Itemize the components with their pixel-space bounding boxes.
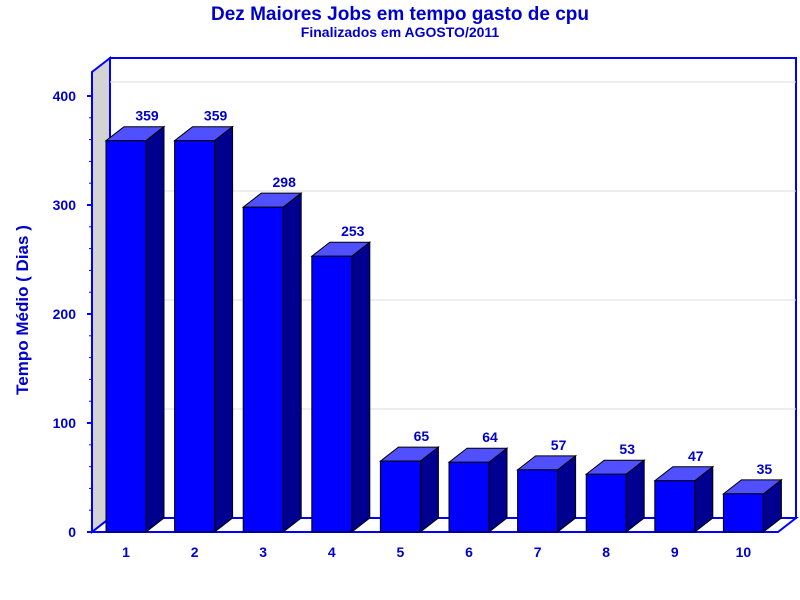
- x-tick-label: 8: [602, 544, 610, 560]
- data-label: 65: [414, 428, 430, 444]
- bar-front: [105, 140, 147, 533]
- data-label: 359: [135, 108, 159, 124]
- bar: 64: [447, 429, 509, 534]
- y-tick-label: 200: [53, 306, 77, 322]
- bar-front: [585, 473, 627, 533]
- bar-front: [242, 206, 284, 533]
- bar-side: [214, 125, 234, 534]
- bar: 65: [378, 428, 440, 534]
- data-label: 35: [757, 461, 773, 477]
- data-label: 57: [551, 437, 567, 453]
- y-tick-label: 300: [53, 197, 77, 213]
- x-tick-label: 3: [259, 544, 267, 560]
- data-label: 359: [204, 108, 228, 124]
- x-tick-label: 7: [534, 544, 542, 560]
- bar-side: [351, 241, 371, 534]
- bar: 298: [241, 174, 303, 534]
- data-label: 47: [688, 448, 704, 464]
- bar-front: [654, 480, 696, 533]
- x-axis-ticks: 1 2 3 4 5 6 7 8 9 10: [122, 544, 751, 560]
- x-tick-label: 6: [465, 544, 473, 560]
- bar-front: [517, 469, 559, 533]
- data-label: 298: [273, 174, 297, 190]
- data-label: 53: [619, 441, 635, 457]
- y-tick-label: 100: [53, 415, 77, 431]
- bar-side: [419, 446, 439, 534]
- data-label: 253: [341, 223, 365, 239]
- bar-front: [311, 255, 353, 533]
- bar-front: [379, 460, 421, 533]
- bar-front: [722, 493, 764, 533]
- x-tick-label: 10: [736, 544, 752, 560]
- data-label: 64: [482, 429, 498, 445]
- x-tick-label: 9: [671, 544, 679, 560]
- bar: 57: [516, 437, 578, 534]
- x-tick-label: 2: [191, 544, 199, 560]
- bar: 359: [104, 108, 166, 534]
- y-tick-label: 0: [68, 524, 76, 540]
- bar: 253: [310, 223, 372, 534]
- bar-side: [557, 454, 577, 534]
- bar-front: [174, 140, 216, 533]
- bar: 359: [173, 108, 235, 534]
- bars: 359 359 298 253 65 64 57 53 47 35: [104, 108, 783, 534]
- x-tick-label: 4: [328, 544, 336, 560]
- bar: 53: [584, 441, 646, 534]
- bar-side: [145, 125, 165, 534]
- bar-side: [488, 447, 508, 534]
- y-axis-label: Tempo Médio ( Dias ): [13, 225, 32, 395]
- chart-subtitle: Finalizados em AGOSTO/2011: [301, 24, 500, 40]
- bar: 47: [653, 448, 715, 534]
- bar-side: [282, 192, 302, 534]
- y-tick-label: 400: [53, 88, 77, 104]
- chart-title: Dez Maiores Jobs em tempo gasto de cpu: [211, 4, 589, 25]
- bar-front: [448, 461, 490, 533]
- x-tick-label: 1: [122, 544, 130, 560]
- x-tick-label: 5: [397, 544, 405, 560]
- bar: 35: [721, 461, 783, 534]
- y-axis-ticks: 0 100 200 300 400: [53, 88, 92, 540]
